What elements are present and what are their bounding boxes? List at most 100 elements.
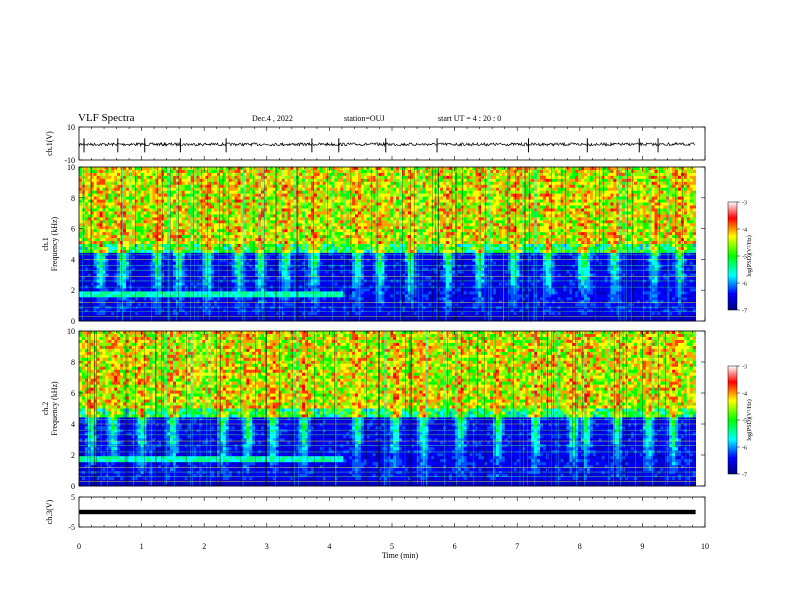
spectrogram-cell [138,300,141,303]
spectrogram-cell [191,226,194,229]
spectrogram-cell [285,235,288,238]
spectrogram-cell [332,220,335,223]
spectrogram-cell [270,211,273,214]
spectrogram-cell [340,170,343,173]
spectrogram-cell [191,300,194,303]
spectrogram-cell [144,206,147,209]
spectrogram-cell [223,235,226,238]
spectrogram-cell [267,297,270,300]
spectrogram-cell [285,277,288,280]
spectrogram-cell [108,208,111,211]
spectrogram-cell [246,312,249,315]
spectrogram-cell [235,291,238,294]
spectrogram-cell [102,277,105,280]
spectrogram-cell [208,312,211,315]
spectrogram-cell [138,191,141,194]
spectrogram-cell [199,194,202,197]
spectrogram-cell [282,256,285,259]
spectrogram-cell [108,191,111,194]
spectrogram-cell [173,300,176,303]
spectrogram-cell [258,182,261,185]
spectrogram-cell [97,312,100,315]
spectrogram-cell [334,265,337,268]
spectrogram-cell [332,297,335,300]
spectrogram-cell [123,173,126,176]
spectrogram-cell [308,294,311,297]
spectrogram-cell [132,211,135,214]
spectrogram-cell [102,294,105,297]
spectrogram-cell [164,241,167,244]
spectrogram-cell [273,283,276,286]
spectrogram-cell [214,217,217,220]
spectrogram-cell [232,197,235,200]
spectrogram-cell [179,223,182,226]
spectrogram-cell [164,297,167,300]
spectrogram-cell [314,250,317,253]
spectrogram-cell [188,211,191,214]
spectrogram-cell [332,265,335,268]
spectrogram-cell [287,288,290,291]
spectrogram-cell [214,294,217,297]
spectrogram-cell [238,244,241,247]
spectrogram-cell [299,194,302,197]
spectrogram-cell [287,268,290,271]
spectrogram-cell [126,250,129,253]
spectrogram-cell [282,176,285,179]
spectrogram-cell [138,268,141,271]
spectrogram-cell [202,268,205,271]
spectrogram-cell [185,277,188,280]
spectrogram-cell [144,306,147,309]
spectrogram-cell [199,206,202,209]
spectrogram-cell [329,188,332,191]
spectrogram-cell [258,241,261,244]
spectrogram-cell [179,235,182,238]
spectrogram-cell [290,217,293,220]
spectrogram-cell [126,247,129,250]
spectrogram-cell [308,250,311,253]
spectrogram-cell [123,268,126,271]
spectrogram-cell [332,191,335,194]
spectrogram-cell [223,200,226,203]
spectrogram-cell [249,200,252,203]
spectrogram-cell [144,291,147,294]
spectrogram-cell [287,235,290,238]
spectrogram-cell [223,223,226,226]
spectrogram-cell [152,265,155,268]
spectrogram-cell [317,265,320,268]
spectrogram-cell [270,235,273,238]
spectrogram-cell [232,170,235,173]
spectrogram-cell [229,214,232,217]
spectrogram-cell [138,188,141,191]
spectrogram-cell [102,223,105,226]
spectrogram-cell [117,203,120,206]
spectrogram-cell [79,226,82,229]
spectrogram-cell [299,229,302,232]
spectrogram-cell [85,235,88,238]
spectrogram-cell [144,235,147,238]
spectrogram-cell [285,294,288,297]
spectrogram-cell [161,167,164,170]
spectrogram-cell [223,185,226,188]
spectrogram-cell [299,220,302,223]
spectrogram-2-cells [79,167,696,321]
spectrogram-cell [155,250,158,253]
spectrogram-cell [199,182,202,185]
spectrogram-cell [255,312,258,315]
spectrogram-cell [238,197,241,200]
spectrogram-cell [258,191,261,194]
spectrogram-cell [337,203,340,206]
spectrogram-cell [287,291,290,294]
spectrogram-cell [141,170,144,173]
spectrogram-cell [79,206,82,209]
spectrogram-cell [299,268,302,271]
spectrogram-cell [214,288,217,291]
spectrogram-cell [173,244,176,247]
spectrogram-cell [111,226,114,229]
spectrogram-cell [117,303,120,306]
spectrogram-cell [340,262,343,265]
spectrogram-cell [126,200,129,203]
spectrogram-cell [337,300,340,303]
spectrogram-cell [100,262,103,265]
spectrogram-cell [182,188,185,191]
spectrogram-cell [132,241,135,244]
